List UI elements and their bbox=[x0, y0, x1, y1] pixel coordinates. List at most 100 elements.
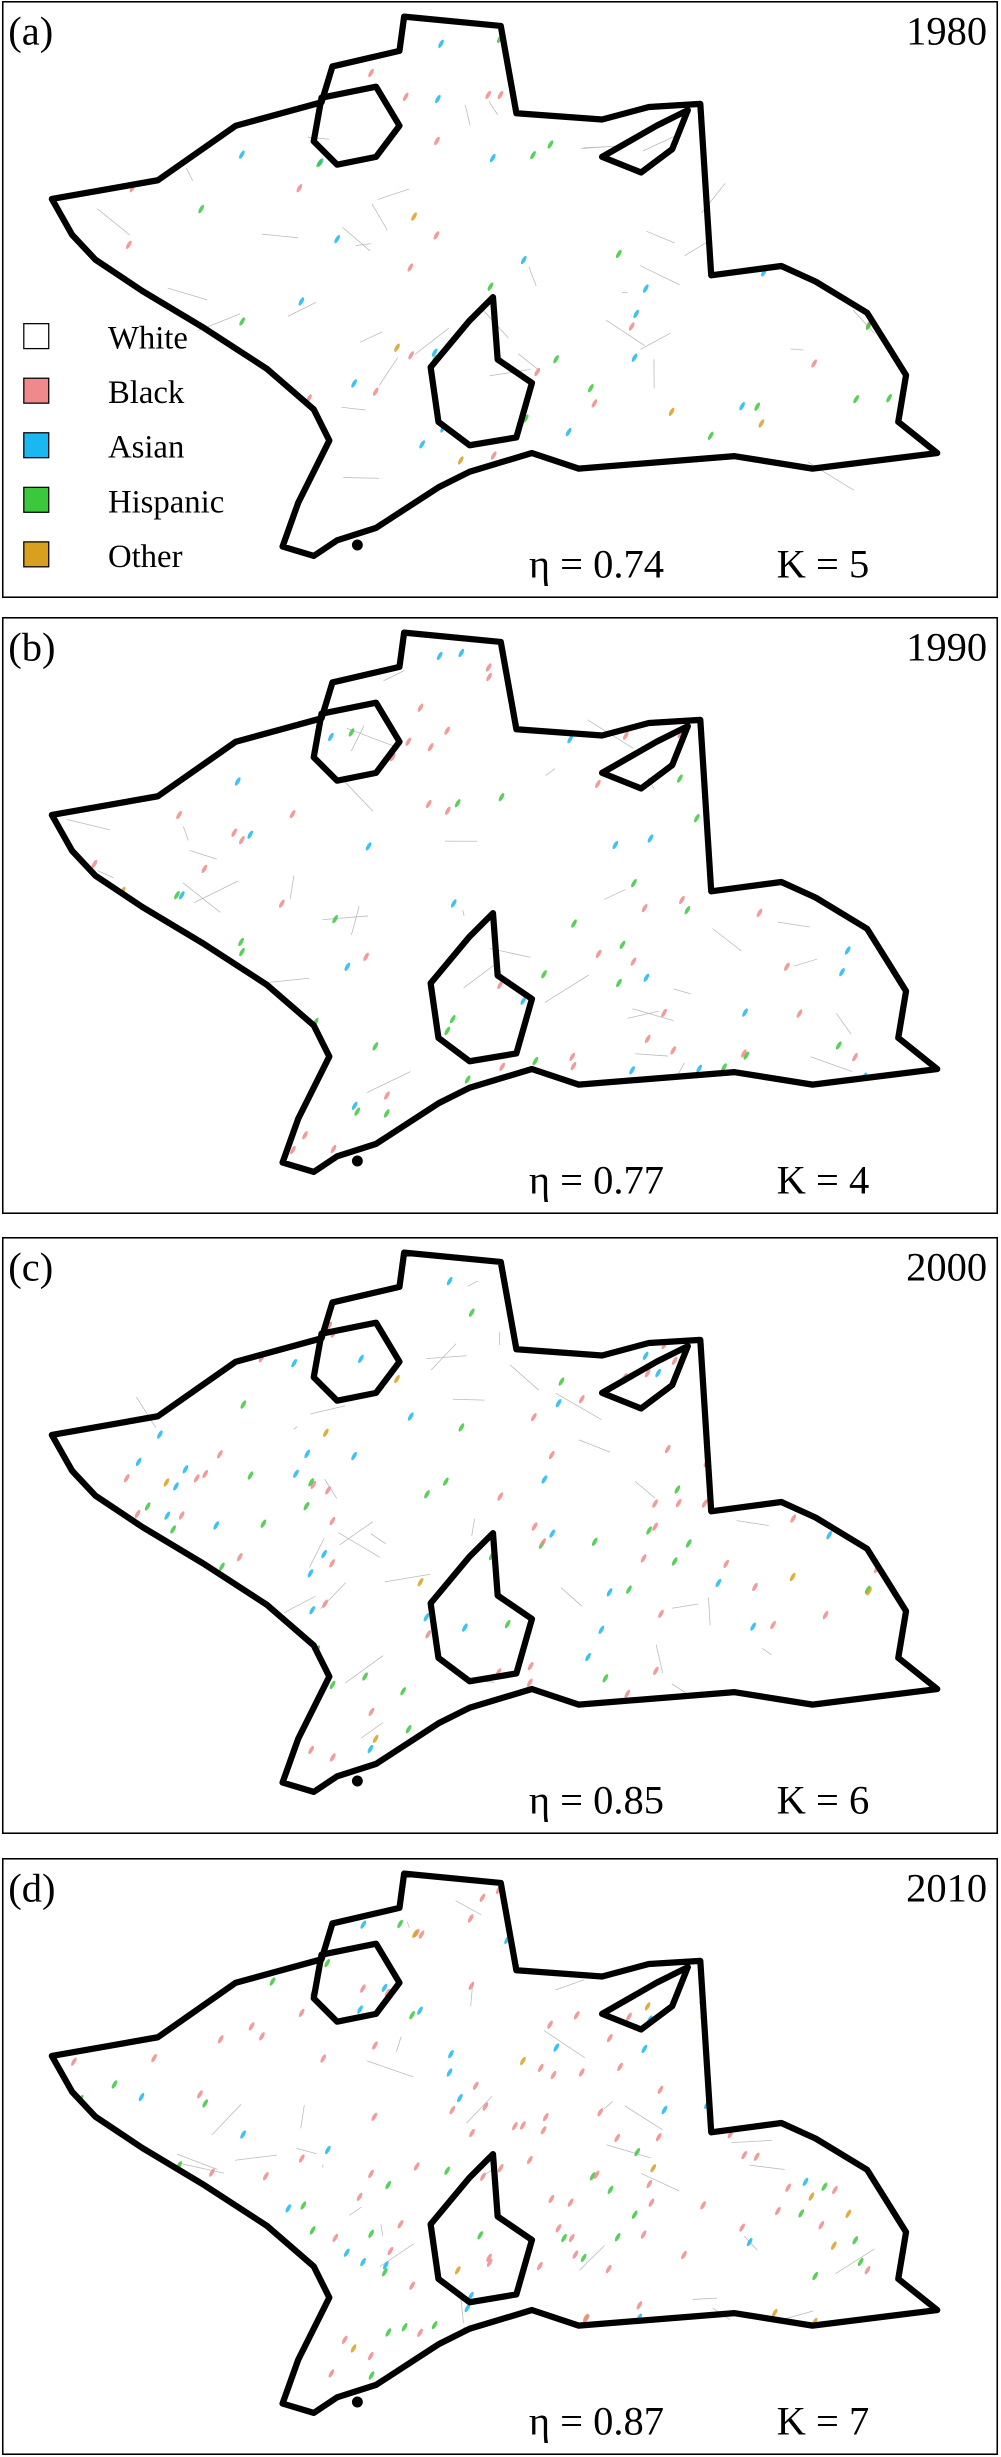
population-dot bbox=[479, 1893, 486, 1903]
cluster-outline bbox=[427, 1530, 536, 1685]
population-dot bbox=[341, 2335, 348, 2344]
tract-line bbox=[467, 1280, 479, 1287]
population-dot bbox=[616, 978, 622, 988]
population-dot bbox=[320, 2054, 327, 2063]
population-dot bbox=[540, 2126, 547, 2135]
population-dot bbox=[202, 2099, 209, 2108]
population-dot bbox=[578, 1395, 585, 1404]
population-dot bbox=[417, 2328, 423, 2337]
population-dot bbox=[360, 1920, 367, 1929]
population-dot bbox=[334, 234, 340, 244]
population-dot bbox=[444, 726, 451, 735]
population-dot bbox=[606, 1588, 613, 1597]
population-dot bbox=[397, 1919, 403, 1929]
population-dot bbox=[182, 1465, 189, 1474]
population-dot bbox=[298, 2008, 305, 2018]
population-dot bbox=[351, 379, 357, 388]
population-dot bbox=[739, 402, 745, 411]
population-dot bbox=[822, 1610, 829, 1620]
population-dot bbox=[636, 2301, 643, 2310]
population-dot bbox=[438, 39, 444, 48]
population-dot bbox=[602, 1674, 609, 1683]
population-dot bbox=[553, 2043, 560, 2052]
cluster-outline bbox=[598, 106, 691, 176]
population-dot bbox=[324, 1958, 331, 1968]
population-dot bbox=[365, 842, 372, 851]
population-dot bbox=[382, 2261, 389, 2270]
population-dot bbox=[650, 2164, 657, 2173]
population-dot bbox=[385, 2180, 392, 2190]
population-dot bbox=[644, 1369, 651, 1378]
population-dot bbox=[409, 2011, 415, 2020]
population-dot bbox=[753, 2152, 760, 2161]
population-dot bbox=[684, 905, 691, 915]
population-dot bbox=[499, 1062, 506, 1071]
tract-line bbox=[583, 146, 607, 148]
panel-label: (c) bbox=[8, 1245, 53, 1290]
population-dot bbox=[401, 2323, 408, 2332]
population-dot bbox=[371, 2112, 378, 2121]
tract-line bbox=[182, 882, 221, 913]
population-dot bbox=[368, 1707, 375, 1717]
tract-line bbox=[341, 406, 366, 411]
population-dot bbox=[449, 1015, 456, 1024]
tract-line bbox=[193, 880, 239, 903]
tract-line bbox=[343, 477, 380, 479]
tract-line bbox=[293, 1426, 298, 1430]
population-dot bbox=[308, 1478, 314, 1487]
tract-line bbox=[189, 849, 218, 860]
tract-line bbox=[463, 961, 499, 989]
population-dot bbox=[482, 2102, 489, 2111]
k-value: K = 6 bbox=[777, 1778, 870, 1823]
population-dot bbox=[247, 1471, 254, 1480]
population-dot bbox=[259, 2032, 265, 2041]
population-dot bbox=[550, 2070, 557, 2080]
tract-line bbox=[136, 1396, 157, 1429]
tract-line bbox=[464, 104, 471, 126]
population-dot bbox=[332, 2233, 339, 2243]
population-dot bbox=[296, 184, 303, 193]
population-dot bbox=[573, 2011, 580, 2020]
tract-line bbox=[383, 670, 405, 682]
cluster-outline bbox=[427, 910, 536, 1065]
tract-line bbox=[176, 2153, 218, 2170]
population-dot bbox=[385, 2328, 392, 2337]
tract-line bbox=[465, 2096, 493, 2124]
population-dot bbox=[330, 1144, 337, 1154]
population-dot bbox=[626, 2012, 632, 2021]
population-dot bbox=[446, 1276, 453, 1286]
population-dot bbox=[721, 1063, 727, 1072]
population-dot bbox=[454, 2266, 461, 2275]
population-dot bbox=[693, 814, 700, 823]
population-dot bbox=[548, 1450, 555, 1460]
tract-line bbox=[555, 1979, 585, 1991]
tract-line bbox=[673, 988, 691, 995]
tract-line bbox=[380, 2224, 384, 2236]
population-dot bbox=[384, 1988, 391, 1998]
cluster-outline bbox=[598, 1342, 691, 1412]
population-dot bbox=[612, 840, 619, 850]
population-dot bbox=[486, 672, 492, 682]
tract-line bbox=[346, 727, 394, 747]
region-outline bbox=[48, 629, 941, 1176]
population-dot bbox=[263, 2172, 269, 2181]
population-dot bbox=[418, 1930, 425, 1939]
population-dot bbox=[458, 648, 465, 658]
population-dot bbox=[597, 2108, 604, 2117]
population-dot bbox=[527, 1661, 534, 1671]
map-point bbox=[351, 1155, 363, 1167]
tract-line bbox=[287, 302, 317, 317]
population-dot bbox=[583, 2314, 590, 2323]
tract-line bbox=[324, 1478, 338, 1499]
population-dot bbox=[173, 1482, 179, 1491]
tract-line bbox=[351, 905, 360, 936]
population-dot bbox=[497, 980, 503, 990]
population-dot bbox=[628, 322, 635, 331]
population-dot bbox=[622, 731, 629, 740]
population-dot bbox=[630, 957, 637, 966]
tract-line bbox=[66, 819, 111, 831]
population-dot bbox=[614, 2133, 621, 2143]
tract-line bbox=[712, 928, 742, 952]
population-dot bbox=[427, 743, 434, 752]
panel-label: (d) bbox=[8, 1866, 55, 1911]
